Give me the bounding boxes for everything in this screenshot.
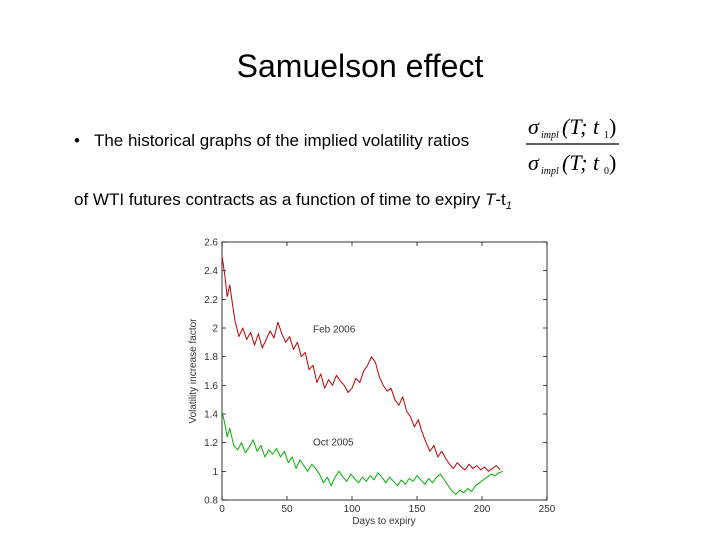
y-tick-label: 1.6 bbox=[204, 381, 218, 392]
x-tick-label: 0 bbox=[219, 504, 225, 515]
description-text: of WTI futures contracts as a function o… bbox=[74, 190, 485, 209]
y-tick-label: 2.4 bbox=[204, 266, 218, 277]
expiry-T: T bbox=[485, 190, 496, 209]
series-labels: Feb 2006 Oct 2005 bbox=[313, 324, 356, 448]
x-tick-label: 250 bbox=[539, 504, 556, 515]
volatility-chart: 0.8 1 1.2 1.4 1.6 1.8 2 2.2 2.4 2.6 0 50 100 150 200 25… bbox=[188, 238, 556, 528]
description-line: of WTI futures contracts as a function o… bbox=[74, 190, 512, 212]
x-tick-label: 150 bbox=[409, 504, 426, 515]
x-tick-label: 200 bbox=[474, 504, 491, 515]
denominator-args: (T; t bbox=[562, 150, 600, 175]
y-tick-label: 2.6 bbox=[204, 238, 218, 249]
numerator-impl: impl bbox=[541, 130, 559, 141]
y-tick-label: 2.2 bbox=[204, 295, 218, 306]
denominator-sigma: σ bbox=[528, 150, 540, 175]
y-axis-label: Volatility increase factor bbox=[188, 318, 199, 424]
x-tick-label: 50 bbox=[281, 504, 293, 515]
numerator-close: ) bbox=[609, 114, 616, 139]
y-tick-label: 1.8 bbox=[204, 352, 218, 363]
numerator-sigma: σ bbox=[528, 114, 540, 139]
series-label-2: Oct 2005 bbox=[313, 438, 354, 449]
expiry-sub: 1 bbox=[505, 200, 512, 212]
expiry-minus-t: -t bbox=[495, 190, 506, 209]
y-tick-label: 1 bbox=[212, 467, 218, 478]
series-line-1 bbox=[221, 256, 501, 472]
series-line-2 bbox=[221, 410, 503, 495]
page-title: Samuelson effect bbox=[236, 48, 484, 84]
denominator-close: ) bbox=[609, 150, 616, 175]
y-tick-label: 2 bbox=[212, 324, 218, 335]
numerator-args: (T; t bbox=[562, 114, 600, 139]
bullet-text: The historical graphs of the implied vol… bbox=[93, 131, 470, 150]
numerator-sub: 1 bbox=[604, 130, 609, 141]
plot-frame bbox=[221, 241, 548, 501]
denominator-sub: 0 bbox=[604, 166, 609, 177]
bullet-item: • The historical graphs of the implied vo… bbox=[74, 131, 469, 151]
series-group bbox=[221, 256, 503, 495]
bullet-dot: • bbox=[74, 131, 80, 150]
denominator-impl: impl bbox=[541, 166, 559, 177]
axis-ticks: 0.8 1 1.2 1.4 1.6 1.8 2 2.2 2.4 2.6 0 50 100 150 200 25… bbox=[204, 238, 556, 516]
y-tick-label: 1.4 bbox=[204, 410, 218, 421]
series-label-1: Feb 2006 bbox=[313, 324, 356, 335]
y-tick-label: 0.8 bbox=[204, 496, 218, 507]
volatility-ratio-formula: σ impl (T; t 1 ) σ impl (T; t 0 ) bbox=[526, 114, 619, 177]
y-tick-label: 1.2 bbox=[204, 438, 218, 449]
x-axis-label: Days to expiry bbox=[352, 516, 415, 527]
x-tick-label: 100 bbox=[344, 504, 361, 515]
